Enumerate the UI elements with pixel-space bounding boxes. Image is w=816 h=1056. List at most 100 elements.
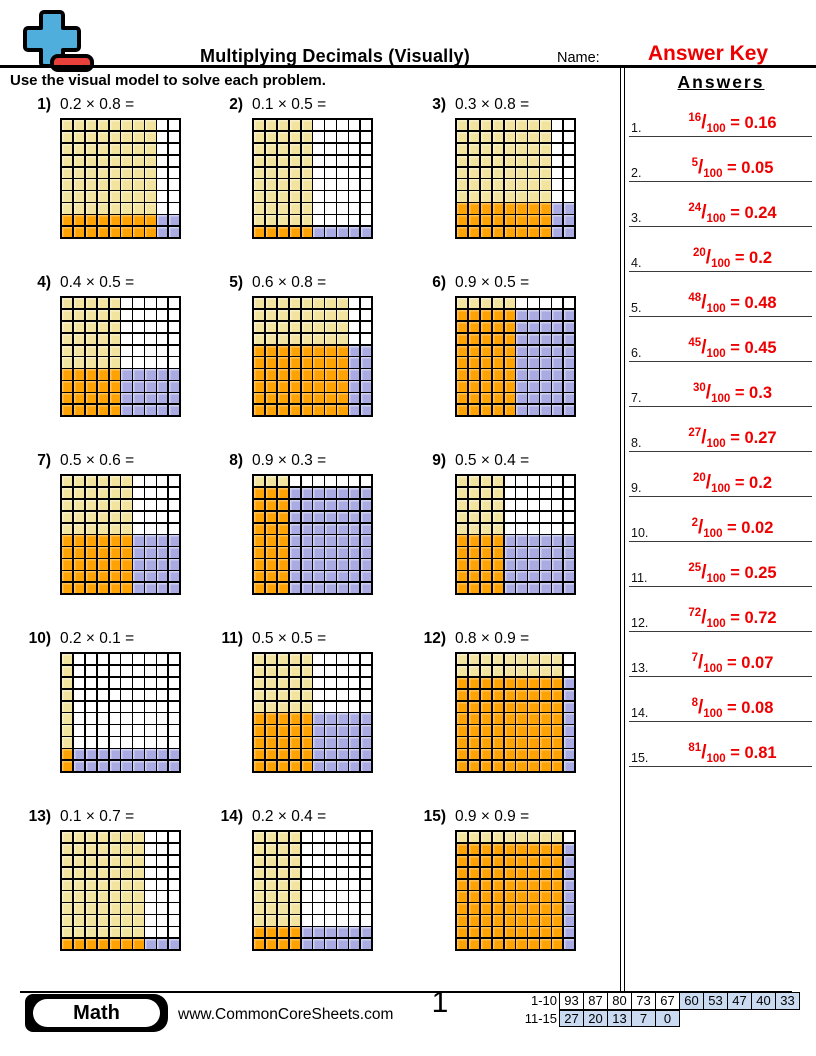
grid-cell [254,511,265,522]
grid-cell [480,749,492,760]
grid-cell [265,298,277,309]
grid-cell [157,677,168,689]
grid-cell [277,939,289,950]
grid-cell [468,227,480,238]
grid-cell [145,298,156,309]
grid-cell [325,761,336,772]
grid-cell [169,203,180,214]
fraction-numerator: 5 [691,157,698,169]
grid-cell [121,369,132,380]
grid-cell [516,298,527,309]
grid-cell [528,713,539,724]
grid-cell [313,215,324,226]
grid-cell [325,405,336,416]
answer-row: 2. 5/100 = 0.05 [629,146,812,182]
grid-cell [157,321,168,333]
score-cell: 20 [583,1009,608,1027]
grid-cell [349,832,360,843]
grid-cell [289,369,300,380]
grid-cell [254,879,265,890]
grid-cell [265,689,277,700]
grid-cell [133,155,144,166]
grid-cell [540,879,551,890]
grid-cell [325,571,336,582]
grid-cell [337,832,348,843]
answer-value: 27/100 = 0.27 [653,427,812,450]
grid-cell [301,927,312,938]
grid-cell [564,832,575,843]
grid-cell [516,689,527,700]
score-row-label: 1-10 [530,993,557,1009]
grid-cell [62,665,73,677]
grid-cell [73,215,85,226]
grid-cell [157,855,168,867]
grid-cell [277,191,289,202]
grid-cell [313,143,324,155]
grid-cell [540,737,551,748]
grid-cell [361,559,372,570]
grid-cell [325,476,336,487]
grid-cell [277,927,289,938]
grid-cell [109,547,120,558]
grid-cell [157,843,168,855]
grid-cell [468,737,480,748]
decimal-result: = 0.48 [725,294,777,312]
grid-cell [337,476,348,487]
grid-cell [349,571,360,582]
page-number: 1 [431,986,449,1019]
grid-cell [552,677,563,689]
decimal-hundredths-grid [252,474,374,596]
grid-cell [468,393,480,404]
grid-cell [492,879,503,890]
grid-cell [265,131,277,143]
grid-cell [313,677,324,689]
grid-cell [169,832,180,843]
problem-equation: 0.2 × 0.8 = [60,96,135,113]
grid-cell [564,357,575,368]
grid-cell [85,559,97,570]
grid-cell [564,203,575,214]
grid-cell [361,487,372,499]
problem-number: 14) [220,808,243,825]
grid-cell [157,143,168,155]
grid-cell [337,333,348,344]
grid-cell [145,867,156,878]
grid-cell [457,179,468,190]
grid-cell [169,167,180,178]
grid-cell [516,737,527,748]
grid-cell [325,345,336,356]
grid-cell [289,761,300,772]
grid-cell [301,879,312,890]
grid-cell [540,511,551,522]
grid-cell [361,867,372,878]
grid-cell [133,143,144,155]
grid-cell [457,761,468,772]
grid-cell [277,547,289,558]
grid-cell [265,191,277,202]
grid-cell [552,227,563,238]
grid-cell [313,583,324,594]
grid-cell [145,891,156,902]
grid-cell [468,855,480,867]
grid-cell [301,487,312,499]
grid-cell [325,915,336,926]
fraction-slash: / [705,247,712,268]
grid-cell [337,405,348,416]
grid-cell [169,713,180,724]
grid-cell [457,227,468,238]
grid-cell [265,523,277,534]
problem-number: 9) [432,452,446,469]
grid-cell [301,405,312,416]
grid-cell [157,559,168,570]
grid-cell [516,571,527,582]
grid-cell [62,713,73,724]
grid-cell [85,571,97,582]
grid-cell [349,559,360,570]
grid-cell [73,677,85,689]
grid-cell [361,155,372,166]
grid-cell [289,535,300,546]
grid-cell [145,749,156,760]
grid-cell [457,737,468,748]
grid-cell [313,120,324,131]
grid-cell [349,677,360,689]
